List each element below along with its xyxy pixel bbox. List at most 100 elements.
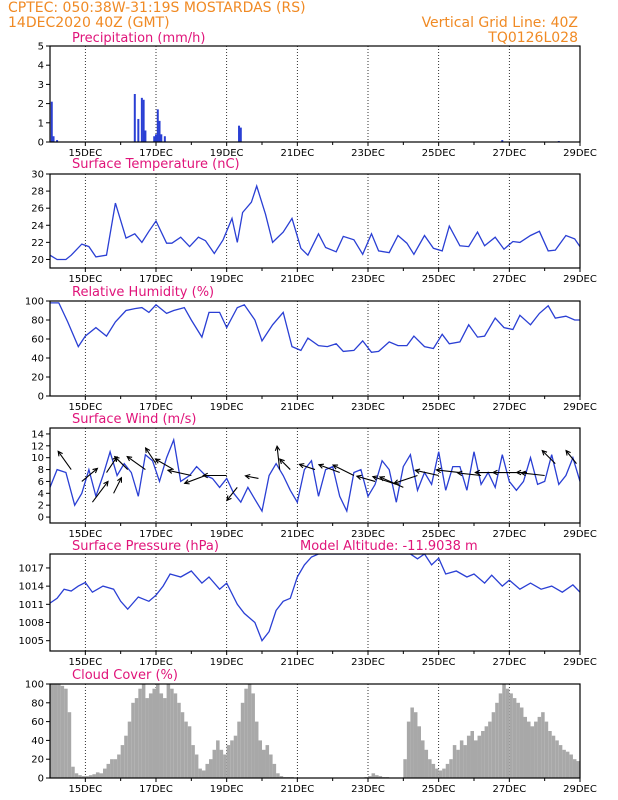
cloud-bar [156, 684, 160, 778]
precip-x-tick: 21DEC [280, 148, 314, 159]
cloud-bar [502, 684, 506, 778]
cloud-bar [233, 735, 238, 778]
cloud-bar [81, 776, 86, 778]
cloud-x-tick: 19DEC [210, 784, 244, 795]
cloud-bar [127, 721, 132, 778]
wind-arrow [298, 463, 316, 471]
wind-y-tick: 12 [31, 441, 44, 452]
cloud-y-tick: 60 [31, 717, 44, 728]
cloud-bar [375, 775, 379, 778]
cloud-bar [548, 731, 552, 778]
wind-arrow [456, 470, 482, 477]
wind-arrow [520, 470, 545, 477]
wind-y-tick: 2 [38, 501, 44, 512]
cloud-title: Cloud Cover (%) [72, 668, 178, 683]
cloud-bar [71, 766, 75, 778]
rh-x-tick: 21DEC [280, 402, 314, 413]
cloud-bar [194, 754, 199, 778]
cloud-bar [163, 698, 167, 778]
cloud-bar [177, 702, 181, 778]
cloud-bar [523, 716, 527, 778]
cloud-bar [279, 776, 284, 778]
cloud-bar [230, 740, 234, 778]
cloud-bar [88, 775, 93, 778]
cloud-bar [509, 693, 513, 778]
cloud-bar [368, 776, 372, 778]
cloud-bar [219, 749, 224, 778]
cloud-bar [576, 761, 580, 778]
pressure-frame [49, 553, 581, 652]
temp-x-tick: 25DEC [422, 274, 456, 285]
cloud-bar [558, 745, 563, 778]
wind-y-tick: 4 [38, 489, 44, 500]
cloud-bar [170, 688, 174, 778]
precip-y-tick: 1 [38, 118, 44, 129]
wind-y-tick: 6 [38, 477, 44, 488]
wind-arrow [414, 468, 439, 477]
cloud-bar [244, 688, 248, 778]
temp-x-tick: 17DEC [139, 274, 173, 285]
wind-arrow [274, 444, 281, 470]
cloud-bar [442, 768, 446, 778]
cloud-series [50, 684, 580, 778]
temp-frame [49, 173, 581, 269]
rh-y-tick: 0 [38, 392, 44, 403]
cloud-bar [85, 776, 89, 778]
cloud-bar [50, 684, 54, 778]
cloud-bar [78, 775, 82, 778]
pressure-x-tick: 25DEC [422, 657, 456, 668]
cloud-bar [481, 731, 485, 778]
cloud-x-tick: 15DEC [68, 784, 102, 795]
cloud-bar [247, 684, 252, 778]
pressure-annotation: Model Altitude: -11.9038 m [300, 539, 478, 554]
wind-y-tick: 0 [38, 513, 44, 524]
temp-x-tick: 27DEC [492, 274, 526, 285]
wind-x-tick: 21DEC [280, 529, 314, 540]
cloud-bar [516, 702, 520, 778]
temp-series [50, 183, 580, 261]
cloud-bar [209, 759, 213, 778]
wind-arrow [565, 449, 577, 464]
cloud-bar [269, 754, 273, 778]
cloud-bar [141, 684, 146, 778]
precip-bar [133, 94, 136, 142]
pressure-line [50, 554, 580, 643]
wind-y-tick: 8 [38, 465, 44, 476]
cloud-bar [173, 693, 178, 778]
precip-x-tick: 23DEC [351, 148, 385, 159]
cloud-bar [459, 740, 464, 778]
temp-x-tick: 19DEC [210, 274, 244, 285]
cloud-y-tick: 100 [25, 680, 44, 691]
cloud-y-tick: 20 [31, 755, 44, 766]
cloud-bar [251, 693, 255, 778]
cloud-x-tick: 17DEC [139, 784, 173, 795]
rh-title: Relative Humidity (%) [72, 285, 214, 300]
temp-y-tick: 30 [31, 170, 44, 181]
precip-title: Precipitation (mm/h) [72, 31, 205, 46]
rh-x-tick: 25DEC [422, 402, 456, 413]
cloud-bar [505, 688, 510, 778]
precip-x-tick: 15DEC [68, 148, 102, 159]
wind-x-tick: 15DEC [68, 529, 102, 540]
cloud-bar [117, 754, 121, 778]
cloud-bar [131, 702, 135, 778]
cloud-bar [551, 735, 556, 778]
cloud-bar [565, 751, 570, 778]
wind-arrow [279, 458, 291, 470]
cloud-bar [276, 773, 280, 778]
cloud-bar [569, 754, 573, 778]
cloud-bar [187, 726, 192, 778]
temp-y-tick: 26 [31, 204, 44, 215]
pressure-y-tick: 1017 [19, 563, 44, 574]
wind-arrow [355, 474, 376, 482]
cloud-x-tick: 25DEC [422, 784, 456, 795]
wind-y-tick: 14 [31, 429, 44, 440]
wind-x-tick: 29DEC [563, 529, 597, 540]
cloud-bar [435, 768, 439, 778]
cloud-bar [417, 726, 421, 778]
precip-bar [239, 127, 242, 142]
precip-y-tick: 4 [38, 61, 44, 72]
cloud-bar [226, 745, 231, 778]
cloud-bar [452, 745, 457, 778]
